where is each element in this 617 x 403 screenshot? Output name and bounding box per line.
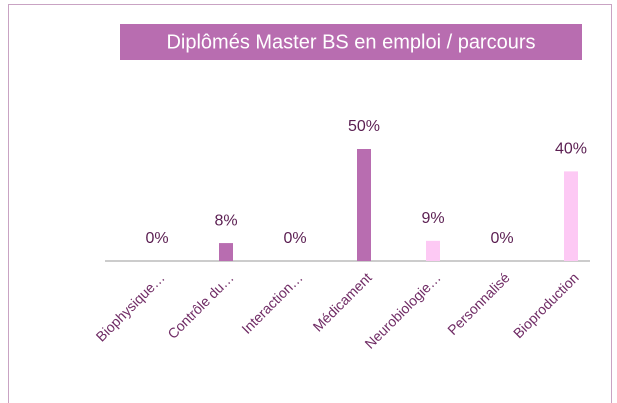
bar bbox=[357, 149, 371, 261]
value-label: 9% bbox=[421, 210, 444, 227]
value-label: 50% bbox=[348, 118, 380, 135]
bar bbox=[426, 240, 440, 261]
value-label: 40% bbox=[555, 141, 587, 158]
x-tick-label: Interaction… bbox=[238, 269, 305, 336]
x-tick-label: Contrôle du… bbox=[164, 269, 236, 341]
value-label: 0% bbox=[490, 230, 513, 247]
bar bbox=[564, 171, 578, 261]
x-tick-label: Bioproduction bbox=[510, 269, 582, 341]
frame bbox=[8, 4, 612, 403]
x-tick-label: Neurobiologie… bbox=[361, 269, 443, 351]
bar bbox=[219, 243, 233, 261]
value-label: 0% bbox=[145, 230, 168, 247]
x-tick-label: Médicament bbox=[309, 269, 374, 334]
chart-title: Diplômés Master BS en emploi / parcours bbox=[166, 31, 535, 53]
value-label: 8% bbox=[214, 212, 237, 229]
x-tick-label: Biophysique… bbox=[93, 269, 168, 344]
title-box bbox=[120, 24, 582, 60]
x-tick-label: Personnalisé bbox=[444, 269, 513, 338]
value-label: 0% bbox=[283, 230, 306, 247]
